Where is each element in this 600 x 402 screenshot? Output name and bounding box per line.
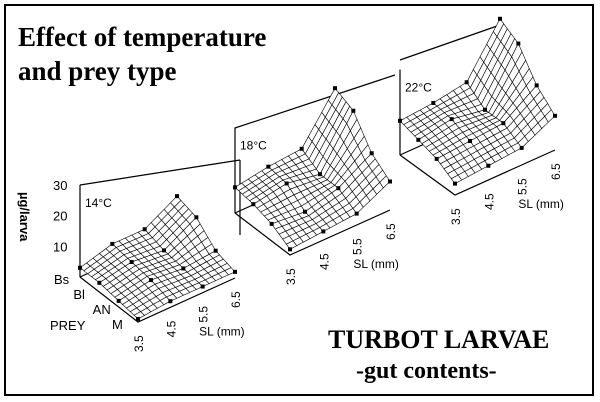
- back-top-edge: [399, 24, 501, 61]
- data-point-M-5.5: [200, 284, 205, 289]
- data-point-M-3.5: [453, 181, 457, 186]
- temperature-label: 14°C: [85, 196, 112, 210]
- data-point-Bs-4.5: [110, 241, 115, 246]
- data-point-Bs-3.5: [233, 185, 237, 190]
- back-top-edge: [234, 74, 396, 129]
- data-point-M-3.5: [288, 247, 292, 252]
- data-point-Bl-3.5: [416, 137, 421, 142]
- data-point-Bs-3.5: [398, 118, 402, 123]
- sl-tick-label: 4.5: [482, 193, 496, 210]
- data-point-AN-6.5: [369, 151, 374, 156]
- temperature-label: 18°C: [240, 139, 267, 153]
- sl-axis-label: SL (mm): [199, 325, 245, 339]
- data-point-Bs-5.5: [464, 80, 469, 85]
- surface-mesh: [234, 87, 391, 250]
- data-point-AN-3.5: [434, 156, 439, 161]
- sl-tick-label: 5.5: [351, 238, 365, 255]
- floor-edges: [399, 149, 556, 196]
- data-point-AN-4.5: [149, 278, 153, 283]
- data-point-AN-5.5: [501, 121, 506, 126]
- data-point-AN-5.5: [336, 186, 341, 191]
- data-point-AN-4.5: [468, 139, 472, 144]
- data-point-M-4.5: [486, 163, 491, 168]
- data-point-Bl-5.5: [318, 172, 322, 177]
- data-point-AN-6.5: [213, 248, 218, 253]
- data-point-Bl-4.5: [284, 181, 289, 186]
- data-point-Bs-6.5: [333, 86, 337, 91]
- data-point-Bl-3.5: [251, 202, 256, 207]
- data-point-Bl-5.5: [483, 107, 487, 112]
- sl-tick-label: 6.5: [229, 291, 243, 308]
- data-point-Bl-4.5: [449, 117, 454, 122]
- prey-tick-label: Bl: [73, 287, 85, 302]
- sl-tick-label: 4.5: [317, 253, 331, 270]
- z-tick-label: 30: [53, 178, 67, 193]
- prey-tick-label: Bs: [54, 272, 70, 287]
- sl-tick-label: 3.5: [284, 268, 298, 285]
- figure-title-line1: Effect of temperature: [18, 22, 266, 52]
- data-point-Bs-5.5: [142, 227, 147, 232]
- caption-line2: -gut contents-: [356, 358, 497, 384]
- sl-tick-label: 6.5: [549, 163, 563, 180]
- data-point-Bs-4.5: [266, 164, 271, 169]
- data-point-Bl-6.5: [194, 215, 199, 220]
- surface-panel-14°C: 14°C 3.5 4.5 5.5 6.5 SL (mm) 30 20 10 µg/larva BsB…: [17, 159, 245, 352]
- surface-panel-22°C: 22°C 3.5 4.5 5.5 6.5 SL (mm): [398, 16, 564, 225]
- floor-edges: [79, 276, 236, 323]
- surface-panel-18°C: 18°C 3.5 4.5 5.5 6.5 SL (mm): [233, 74, 399, 285]
- data-point-Bl-3.5: [97, 280, 102, 285]
- z-tick-label: 10: [53, 239, 67, 254]
- data-point-AN-3.5: [269, 221, 274, 226]
- data-point-M-3.5: [136, 316, 140, 321]
- sl-axis-label: SL (mm): [518, 197, 564, 211]
- data-point-AN-4.5: [303, 209, 307, 214]
- data-point-M-5.5: [519, 145, 524, 150]
- data-point-Bl-6.5: [516, 41, 521, 46]
- data-point-Bs-3.5: [78, 265, 82, 270]
- sl-tick-label: 6.5: [384, 223, 398, 240]
- sl-tick-label: 3.5: [132, 335, 146, 352]
- temperature-label: 22°C: [405, 81, 432, 95]
- data-point-AN-3.5: [116, 298, 121, 303]
- data-point-Bl-6.5: [351, 108, 356, 113]
- data-point-M-6.5: [233, 269, 237, 274]
- z-tick-label: 20: [53, 209, 67, 224]
- figure-title-line2: and prey type: [18, 56, 177, 86]
- back-top-edge: [79, 159, 241, 186]
- caption-line1: TURBOT LARVAE: [328, 325, 549, 354]
- data-point-M-5.5: [354, 211, 359, 216]
- data-point-Bs-4.5: [431, 100, 436, 105]
- data-point-Bl-4.5: [129, 259, 134, 264]
- surface-mesh: [79, 195, 236, 320]
- data-point-Bs-5.5: [299, 146, 304, 151]
- surface-mesh: [399, 18, 556, 184]
- sl-axis-label: SL (mm): [353, 257, 399, 271]
- sl-tick-label: 3.5: [449, 208, 463, 225]
- data-point-AN-6.5: [534, 83, 539, 88]
- floor-edges: [234, 209, 391, 256]
- sl-tick-label: 5.5: [197, 306, 211, 323]
- data-point-AN-5.5: [181, 266, 186, 271]
- prey-tick-label: M: [112, 317, 123, 332]
- sl-tick-label: 5.5: [516, 178, 530, 195]
- data-point-Bl-5.5: [162, 248, 166, 253]
- data-point-M-4.5: [168, 299, 173, 304]
- prey-tick-label: AN: [93, 302, 111, 317]
- prey-axis-label: PREY: [50, 318, 86, 333]
- data-point-M-6.5: [388, 179, 392, 184]
- data-point-Bs-6.5: [175, 194, 179, 199]
- data-point-M-6.5: [553, 113, 557, 118]
- z-axis-label: µg/larva: [17, 192, 32, 242]
- data-point-Bs-6.5: [498, 16, 502, 21]
- sl-tick-label: 4.5: [164, 320, 178, 337]
- data-point-M-4.5: [321, 229, 326, 234]
